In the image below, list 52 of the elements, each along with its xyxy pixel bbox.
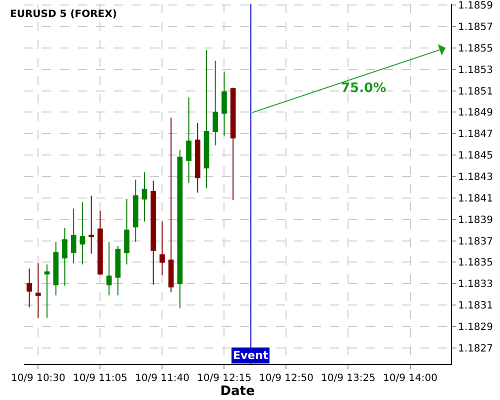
y-tick-label: 1.1853 xyxy=(458,64,493,76)
candlestick xyxy=(132,179,138,242)
x-tick-label: 10/9 12:15 xyxy=(196,373,252,384)
x-tick-label: 10/9 11:05 xyxy=(72,373,128,384)
y-tick-label: 1.1843 xyxy=(458,172,493,183)
candlestick xyxy=(204,50,210,189)
candlestick xyxy=(186,96,192,184)
candlestick xyxy=(212,60,218,146)
candlestick xyxy=(53,241,59,296)
ref-line-label: Event xyxy=(233,349,268,362)
candlestick xyxy=(26,268,32,308)
y-tick-label: 1.1847 xyxy=(458,129,493,140)
y-tick-label: 1.1859 xyxy=(458,0,493,12)
y-tick-label: 1.1837 xyxy=(458,236,493,248)
y-tick-label: 1.1839 xyxy=(458,214,493,226)
candlestick xyxy=(230,87,236,201)
candlestick xyxy=(62,227,68,286)
y-tick-label: 1.1835 xyxy=(458,258,493,269)
candlestick xyxy=(80,202,86,265)
y-tick-label: 1.1841 xyxy=(458,193,493,204)
y-tick-label: 1.1833 xyxy=(458,279,493,290)
candlestick xyxy=(177,149,183,309)
x-axis-title: Date xyxy=(220,384,255,399)
candlestick xyxy=(124,198,130,265)
y-tick-label: 1.1829 xyxy=(458,322,493,333)
candlestick xyxy=(70,208,76,264)
x-tick-label: 10/9 11:40 xyxy=(134,373,190,384)
y-tick-label: 1.1851 xyxy=(458,86,493,98)
x-tick-label: 10/9 12:50 xyxy=(258,373,314,384)
candlestick xyxy=(222,71,227,136)
candlestick xyxy=(36,262,41,318)
x-tick-label: 10/9 10:30 xyxy=(10,373,66,384)
candlestick xyxy=(106,241,112,296)
candlestick xyxy=(88,195,94,254)
candlestick xyxy=(168,117,174,293)
text: EURUSD 5 (FOREX) xyxy=(10,9,117,20)
candlestick xyxy=(150,180,156,286)
y-tick-label: 1.1857 xyxy=(458,22,493,33)
annotation: 75.0% xyxy=(341,81,386,96)
candlestick xyxy=(115,246,121,296)
x-tick-label: 10/9 14:00 xyxy=(383,373,438,384)
y-tick-label: 1.1849 xyxy=(458,108,493,119)
y-tick-label: 1.1845 xyxy=(458,150,493,162)
candlestick xyxy=(142,172,148,222)
y-tick-label: 1.1827 xyxy=(458,343,493,354)
y-tick-label: 1.1855 xyxy=(458,43,493,54)
y-tick-label: 1.1831 xyxy=(458,300,493,312)
x-tick-label: 10/9 13:25 xyxy=(321,373,376,384)
candlestick xyxy=(44,264,50,318)
candlestick xyxy=(160,221,165,276)
candlestick xyxy=(194,122,200,194)
candlestick xyxy=(98,210,103,276)
